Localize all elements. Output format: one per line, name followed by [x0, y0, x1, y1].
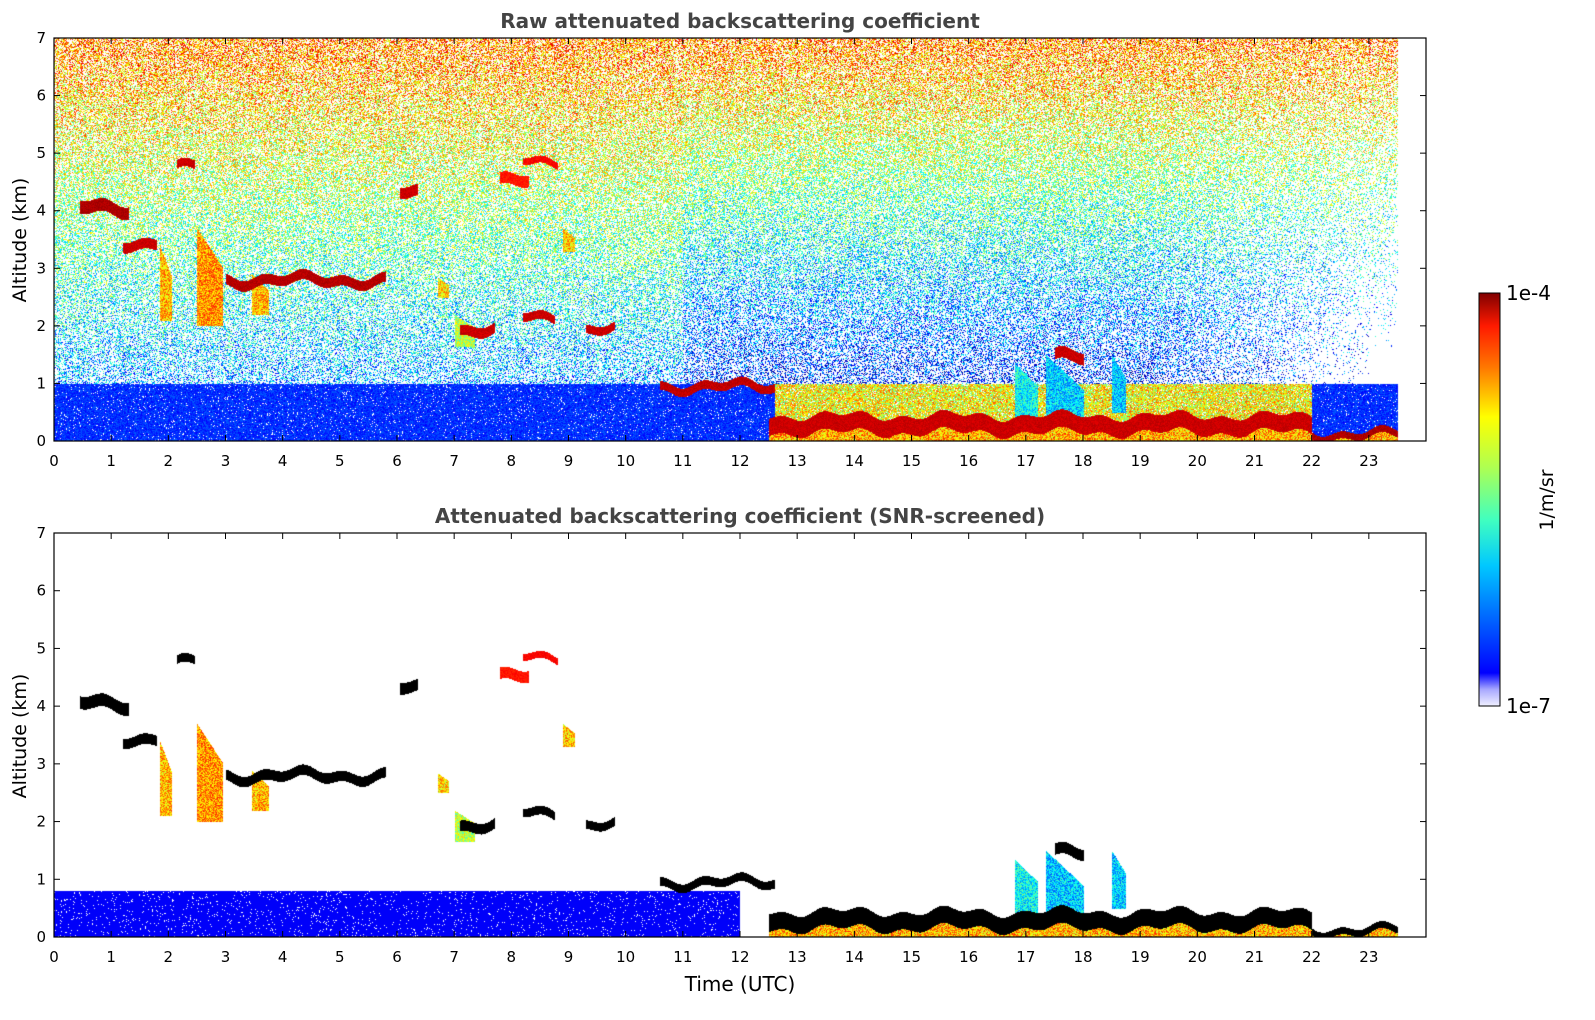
y-tick-label: 1 — [36, 870, 46, 888]
x-tick-label: 5 — [335, 948, 345, 966]
y-tick-label: 5 — [36, 639, 46, 657]
y-tick-label: 7 — [36, 524, 46, 542]
heatmap-image — [54, 533, 1426, 937]
y-tick-label: 2 — [36, 813, 46, 831]
panel-raw-title: Raw attenuated backscattering coefficien… — [500, 9, 980, 33]
x-tick-label: 19 — [1131, 948, 1150, 966]
panel-screened-x-axis: 0 1 2 3 4 5 6 7 8 9 10 11 12 13 14 15 16 17 18 19 20 21 22 23 — [49, 533, 1378, 966]
colorbar: 1e-4 1e-7 1/m/sr — [1478, 281, 1558, 718]
panel-raw: Raw attenuated backscattering coefficien… — [9, 9, 1427, 470]
x-tick-label: 10 — [616, 452, 635, 470]
x-tick-label: 8 — [507, 452, 517, 470]
x-tick-label: 16 — [959, 948, 978, 966]
x-tick-label: 14 — [845, 452, 864, 470]
x-tick-label: 23 — [1359, 452, 1378, 470]
x-tick-label: 15 — [902, 452, 921, 470]
colorbar-gradient — [1478, 292, 1501, 707]
x-tick-label: 13 — [788, 452, 807, 470]
x-tick-label: 13 — [788, 948, 807, 966]
x-tick-label: 18 — [1073, 452, 1092, 470]
panel-screened-y-label: Altitude (km) — [9, 674, 31, 799]
x-tick-label: 21 — [1245, 948, 1264, 966]
y-tick-label: 7 — [36, 29, 46, 47]
x-tick-label: 11 — [673, 948, 692, 966]
x-tick-label: 9 — [564, 948, 574, 966]
x-tick-label: 1 — [106, 948, 116, 966]
y-tick-label: 6 — [36, 582, 46, 600]
x-tick-label: 7 — [449, 452, 459, 470]
x-tick-label: 3 — [221, 452, 231, 470]
heatmap-image — [54, 38, 1426, 441]
x-tick-label: 14 — [845, 948, 864, 966]
y-tick-label: 5 — [36, 144, 46, 162]
x-tick-label: 18 — [1073, 948, 1092, 966]
x-tick-label: 16 — [959, 452, 978, 470]
y-tick-label: 0 — [36, 928, 46, 946]
x-tick-label: 15 — [902, 948, 921, 966]
panel-screened-heatmap — [54, 533, 1426, 937]
y-tick-label: 2 — [36, 317, 46, 335]
x-tick-label: 0 — [49, 948, 59, 966]
y-tick-label: 4 — [36, 697, 46, 715]
y-tick-label: 1 — [36, 374, 46, 392]
colorbar-unit-label: 1/m/sr — [1536, 469, 1558, 530]
x-tick-label: 23 — [1359, 948, 1378, 966]
panel-screened-y-axis: 0 1 2 3 4 5 6 7 — [36, 524, 1426, 946]
panel-screened-title: Attenuated backscattering coefficient (S… — [435, 504, 1045, 528]
panel-screened: Attenuated backscattering coefficient (S… — [9, 504, 1427, 996]
x-tick-label: 22 — [1302, 452, 1321, 470]
x-tick-label: 17 — [1016, 452, 1035, 470]
x-tick-label: 4 — [278, 452, 288, 470]
y-tick-label: 3 — [36, 259, 46, 277]
panel-raw-x-axis: 0 1 2 3 4 5 6 7 8 9 10 11 12 13 14 15 16 17 18 19 20 21 22 23 — [49, 38, 1378, 470]
x-tick-label: 20 — [1188, 452, 1207, 470]
x-tick-label: 6 — [392, 948, 402, 966]
x-tick-label: 1 — [106, 452, 116, 470]
x-tick-label: 6 — [392, 452, 402, 470]
panel-raw-y-label: Altitude (km) — [9, 178, 31, 303]
x-tick-label: 9 — [564, 452, 574, 470]
y-tick-label: 0 — [36, 432, 46, 450]
x-tick-label: 0 — [49, 452, 59, 470]
x-tick-label: 20 — [1188, 948, 1207, 966]
x-tick-label: 12 — [730, 948, 749, 966]
colorbar-min-label: 1e-7 — [1506, 694, 1551, 718]
x-tick-label: 2 — [164, 452, 174, 470]
panel-raw-heatmap — [54, 38, 1426, 441]
x-tick-label: 8 — [507, 948, 517, 966]
panel-screened-x-label: Time (UTC) — [684, 972, 796, 996]
x-tick-label: 2 — [164, 948, 174, 966]
panel-raw-y-axis: 0 1 2 3 4 5 6 7 — [36, 29, 1426, 450]
y-tick-label: 6 — [36, 87, 46, 105]
x-tick-label: 5 — [335, 452, 345, 470]
x-tick-label: 11 — [673, 452, 692, 470]
y-tick-label: 3 — [36, 755, 46, 773]
x-tick-label: 12 — [730, 452, 749, 470]
colorbar-max-label: 1e-4 — [1506, 281, 1551, 305]
x-tick-label: 21 — [1245, 452, 1264, 470]
y-tick-label: 4 — [36, 202, 46, 220]
x-tick-label: 4 — [278, 948, 288, 966]
x-tick-label: 3 — [221, 948, 231, 966]
x-tick-label: 19 — [1131, 452, 1150, 470]
x-tick-label: 7 — [449, 948, 459, 966]
x-tick-label: 17 — [1016, 948, 1035, 966]
x-tick-label: 22 — [1302, 948, 1321, 966]
x-tick-label: 10 — [616, 948, 635, 966]
